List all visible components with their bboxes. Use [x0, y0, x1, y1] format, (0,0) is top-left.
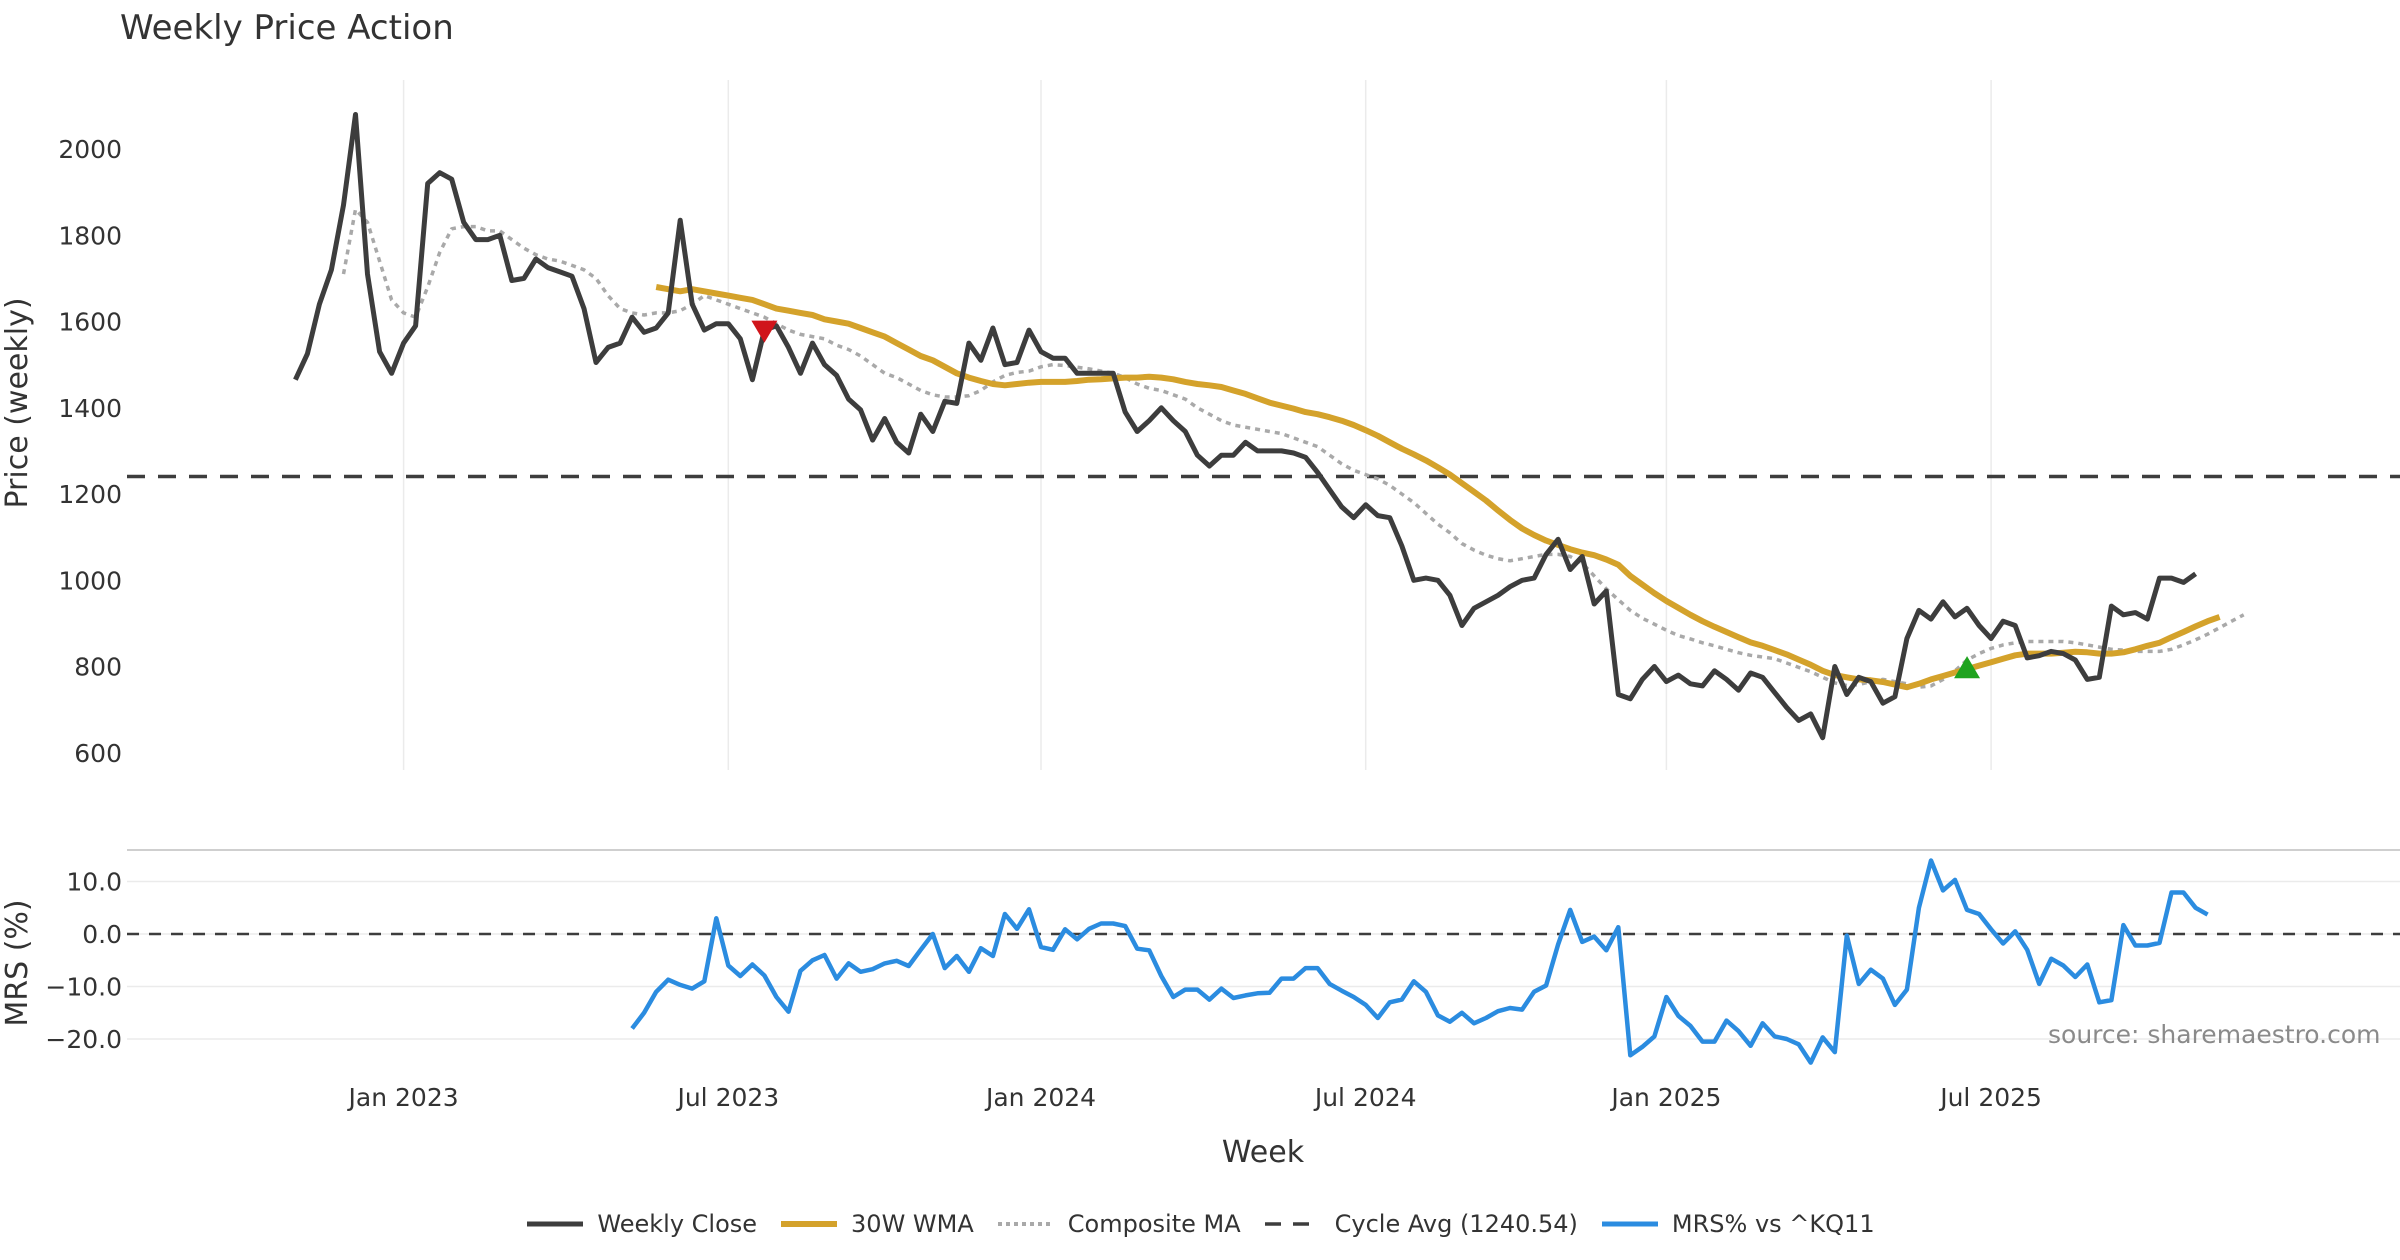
mrs-y-tick-label: 0.0 [82, 920, 122, 949]
series-line-30w-wma [655, 284, 2221, 691]
price-y-tick-label: 1200 [58, 480, 122, 509]
legend-swatch-cycle-avg [1264, 1222, 1321, 1226]
buy-signal-marker [1954, 656, 1981, 679]
legend-swatch-weekly-close [527, 1221, 584, 1227]
mrs-series-group [630, 858, 2209, 1065]
mrs-y-tick-label: −10.0 [45, 973, 122, 1002]
price-series-group [293, 112, 2245, 741]
legend-item-weekly-close[interactable]: Weekly Close [525, 1210, 757, 1238]
legend-item-mrs[interactable]: MRS% vs ^KQ11 [1600, 1210, 1875, 1238]
price-y-tick-label: 1400 [58, 394, 122, 423]
sell-signal-marker [751, 320, 778, 343]
legend-label: Composite MA [1067, 1210, 1241, 1238]
legend-swatch-30w-wma [781, 1221, 838, 1227]
x-tick-label: Jul 2023 [675, 1083, 779, 1112]
mrs-y-tick-label: −20.0 [45, 1025, 122, 1054]
x-tick-label: Jan 2024 [984, 1083, 1096, 1112]
series-line-mrs [630, 858, 2209, 1065]
chart-title: Weekly Price Action [120, 8, 454, 48]
price-y-tick-label: 1000 [58, 566, 122, 595]
legend-swatch-composite-ma [997, 1222, 1054, 1226]
legend-item-cycle-avg[interactable]: Cycle Avg (1240.54) [1263, 1210, 1578, 1238]
price-y-tick-label: 600 [74, 739, 122, 768]
price-y-tick-label: 1600 [58, 308, 122, 337]
source-credit: source: sharemaestro.com [2048, 1020, 2381, 1049]
signal-markers [751, 320, 1981, 679]
series-line-weekly-close [293, 112, 2198, 741]
mrs-y-tick-label: 10.0 [66, 868, 122, 897]
x-tick-label: Jan 2025 [1609, 1083, 1721, 1112]
legend-label: MRS% vs ^KQ11 [1671, 1210, 1875, 1238]
legend: Weekly Close 30W WMA Composite MA Cycle … [0, 1210, 2400, 1238]
legend-label: Cycle Avg (1240.54) [1334, 1210, 1578, 1238]
mrs-grid [127, 849, 2400, 1040]
legend-label: 30W WMA [851, 1210, 974, 1238]
x-axis-title: Week [1222, 1135, 1305, 1170]
legend-item-composite-ma[interactable]: Composite MA [996, 1210, 1241, 1238]
x-tick-label: Jan 2023 [347, 1083, 459, 1112]
x-tick-label: Jul 2025 [1938, 1083, 2042, 1112]
legend-swatch-mrs [1601, 1221, 1658, 1227]
legend-label: Weekly Close [597, 1210, 758, 1238]
price-y-axis-title: Price (weekly) [0, 297, 35, 508]
legend-item-30w-wma[interactable]: 30W WMA [779, 1210, 974, 1238]
price-y-tick-label: 2000 [58, 135, 122, 164]
axis-labels: 600 800 1000 1200 1400 1600 1800 2000 10.0 0.0 −10… [0, 135, 2042, 1170]
x-tick-label: Jul 2024 [1313, 1083, 1417, 1112]
mrs-y-axis-title: MRS (%) [0, 899, 35, 1026]
price-y-tick-label: 800 [74, 653, 122, 682]
price-y-tick-label: 1800 [58, 221, 122, 250]
price-grid [402, 80, 1992, 770]
